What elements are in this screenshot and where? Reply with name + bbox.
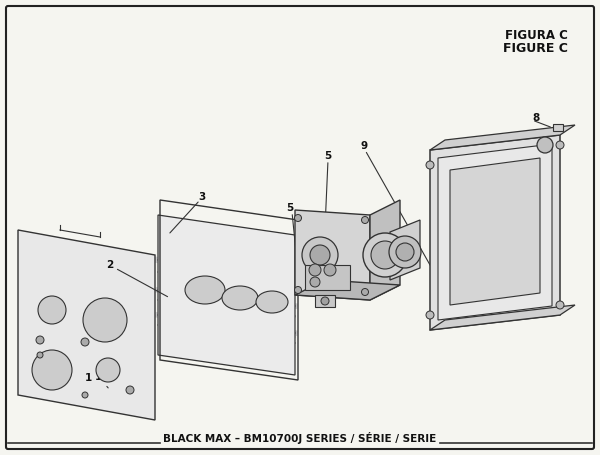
Polygon shape <box>390 220 420 280</box>
Text: 9: 9 <box>361 141 368 151</box>
Circle shape <box>310 245 330 265</box>
Polygon shape <box>158 215 295 375</box>
Text: 2: 2 <box>106 260 113 270</box>
Circle shape <box>81 338 89 346</box>
Circle shape <box>371 241 399 269</box>
Text: FIGURA C: FIGURA C <box>505 29 568 42</box>
Circle shape <box>302 237 338 273</box>
Text: 3: 3 <box>199 192 206 202</box>
Text: 5: 5 <box>286 203 293 213</box>
Polygon shape <box>430 135 560 330</box>
Bar <box>305 265 350 290</box>
Circle shape <box>361 288 368 295</box>
Circle shape <box>389 236 421 268</box>
Text: 7: 7 <box>409 245 416 255</box>
Ellipse shape <box>185 276 225 304</box>
Text: 6: 6 <box>316 265 323 275</box>
Bar <box>553 124 563 131</box>
Circle shape <box>295 214 302 222</box>
Circle shape <box>32 350 72 390</box>
Polygon shape <box>370 200 400 300</box>
Circle shape <box>37 352 43 358</box>
Text: 1: 1 <box>85 373 92 383</box>
Circle shape <box>556 301 564 309</box>
Circle shape <box>83 298 127 342</box>
Circle shape <box>426 311 434 319</box>
Polygon shape <box>295 280 400 300</box>
Circle shape <box>309 264 321 276</box>
Circle shape <box>324 264 336 276</box>
Circle shape <box>96 358 120 382</box>
Polygon shape <box>18 230 155 420</box>
Circle shape <box>361 217 368 223</box>
Polygon shape <box>295 210 370 300</box>
Ellipse shape <box>256 291 288 313</box>
Text: 5: 5 <box>325 151 332 161</box>
Polygon shape <box>450 158 540 305</box>
Circle shape <box>38 296 66 324</box>
Text: 8: 8 <box>532 113 539 123</box>
Bar <box>315 295 335 307</box>
Circle shape <box>295 287 302 293</box>
Text: BLACK MAX – BM10700J SERIES / SÉRIE / SERIE: BLACK MAX – BM10700J SERIES / SÉRIE / SE… <box>163 432 437 444</box>
Circle shape <box>36 336 44 344</box>
Polygon shape <box>438 144 552 320</box>
Circle shape <box>396 243 414 261</box>
Circle shape <box>537 137 553 153</box>
Circle shape <box>426 161 434 169</box>
Text: 4: 4 <box>302 232 310 242</box>
Circle shape <box>556 141 564 149</box>
Ellipse shape <box>222 286 258 310</box>
Circle shape <box>363 233 407 277</box>
Circle shape <box>310 277 320 287</box>
Text: FIGURE C: FIGURE C <box>503 42 568 55</box>
Circle shape <box>82 392 88 398</box>
Circle shape <box>126 386 134 394</box>
Polygon shape <box>430 305 575 330</box>
Text: 1: 1 <box>95 372 108 388</box>
Polygon shape <box>430 125 575 150</box>
Circle shape <box>321 297 329 305</box>
